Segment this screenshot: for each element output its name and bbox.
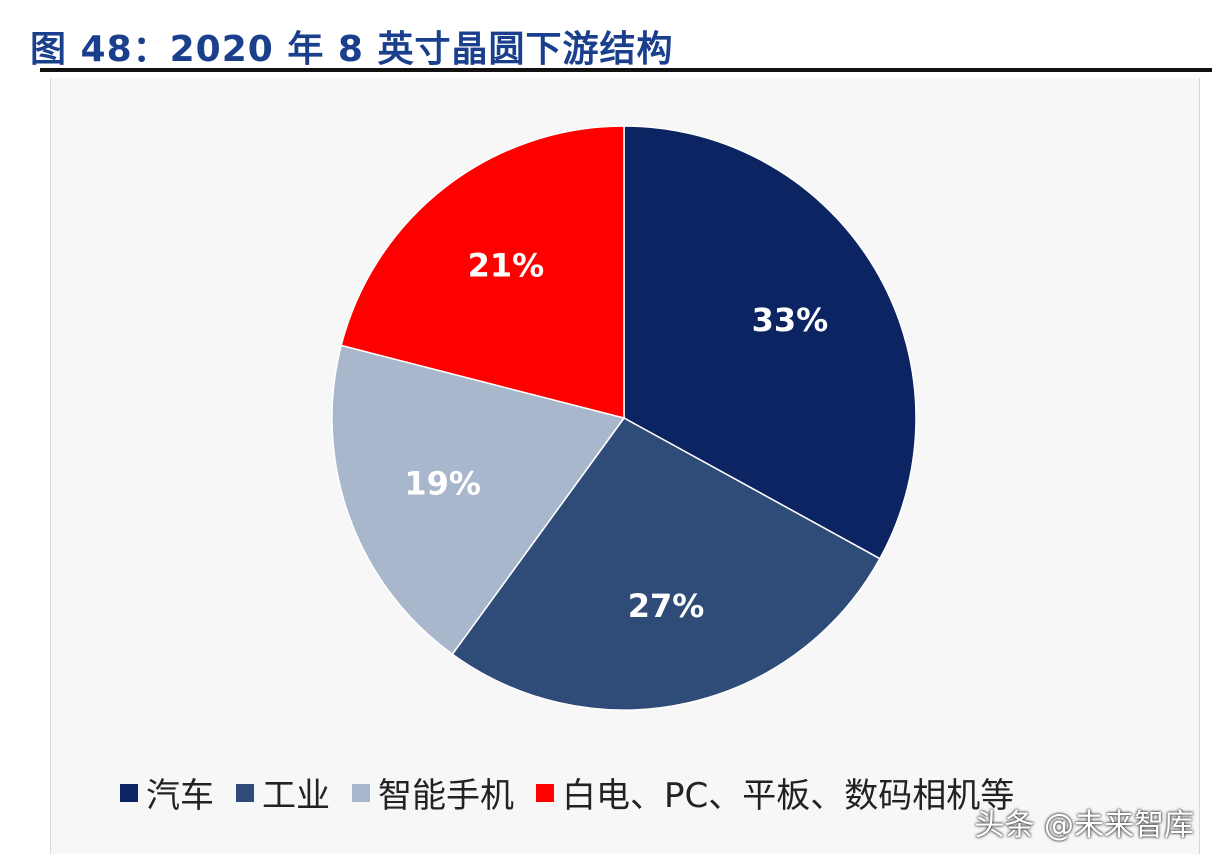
figure-title: 图 48：2020 年 8 英寸晶圆下游结构	[30, 29, 674, 70]
legend-swatch	[236, 783, 254, 802]
label-auto: 33%	[752, 301, 829, 339]
title-rule	[40, 68, 1212, 72]
slice-auto	[623, 125, 917, 560]
legend: 汽车 工业 智能手机 白电、PC、平板、数码相机等	[120, 768, 1036, 817]
legend-swatch	[536, 783, 554, 802]
legend-label: 智能手机	[378, 776, 514, 816]
slice-industrial	[451, 417, 881, 711]
legend-label: 汽车	[146, 776, 214, 816]
legend-item-auto: 汽车	[120, 768, 214, 817]
slice-smartphone	[331, 344, 626, 656]
legend-item-consumer: 白电、PC、平板、数码相机等	[536, 768, 1014, 817]
label-smartphone: 19%	[404, 464, 481, 502]
legend-swatch	[352, 783, 370, 802]
legend-item-smartphone: 智能手机	[352, 768, 514, 817]
legend-label: 工业	[262, 776, 330, 816]
label-consumer: 21%	[468, 247, 545, 285]
legend-item-industrial: 工业	[236, 768, 330, 817]
watermark: 头条 @未来智库	[974, 808, 1194, 843]
legend-label: 白电、PC、平板、数码相机等	[562, 776, 1015, 816]
label-industrial: 27%	[628, 587, 705, 625]
legend-swatch	[120, 783, 138, 802]
slice-consumer	[340, 125, 625, 419]
